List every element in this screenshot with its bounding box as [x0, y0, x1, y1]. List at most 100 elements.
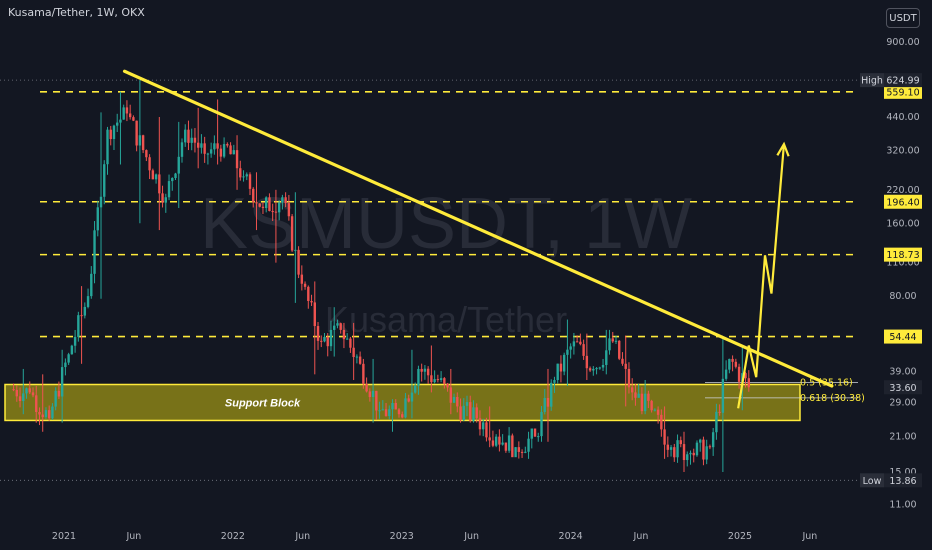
candle-body[interactable] — [358, 356, 362, 364]
candle-body[interactable] — [38, 411, 41, 415]
candle-body[interactable] — [381, 409, 384, 411]
candle-body[interactable] — [426, 368, 430, 376]
candle-body[interactable] — [310, 300, 313, 303]
candle-body[interactable] — [190, 137, 193, 143]
candle-body[interactable] — [239, 168, 242, 178]
candle-body[interactable] — [721, 378, 725, 413]
candle-body[interactable] — [391, 402, 394, 410]
price-axis[interactable]: 900.00 440.00 320.00 220.00 160.00 110.00 80.0… — [860, 37, 922, 511]
candle-body[interactable] — [430, 375, 433, 383]
candle-body[interactable] — [410, 392, 414, 402]
candle-body[interactable] — [25, 388, 28, 394]
candle-body[interactable] — [99, 196, 103, 208]
candle-body[interactable] — [456, 396, 459, 407]
candle-body[interactable] — [420, 368, 423, 372]
candle-body[interactable] — [51, 406, 54, 419]
candle-body[interactable] — [252, 188, 255, 203]
candle-body[interactable] — [653, 409, 657, 411]
candle-body[interactable] — [507, 435, 511, 451]
candle-body[interactable] — [271, 211, 274, 213]
candle-body[interactable] — [274, 211, 278, 213]
candle-body[interactable] — [171, 178, 174, 182]
candle-body[interactable] — [462, 405, 465, 421]
candle-body[interactable] — [323, 336, 326, 342]
candle-body[interactable] — [248, 174, 252, 189]
candle-body[interactable] — [443, 378, 446, 384]
candle-body[interactable] — [213, 143, 216, 150]
candle-body[interactable] — [284, 197, 287, 204]
candle-body[interactable] — [634, 392, 637, 398]
candle-body[interactable] — [608, 338, 611, 351]
candle-body[interactable] — [614, 340, 618, 342]
candle-body[interactable] — [475, 407, 478, 419]
candle-body[interactable] — [349, 338, 352, 348]
candle-body[interactable] — [47, 410, 51, 419]
candle-body[interactable] — [692, 452, 695, 456]
candle-body[interactable] — [562, 354, 566, 372]
candle-body[interactable] — [320, 340, 323, 342]
candle-body[interactable] — [595, 368, 598, 370]
candle-body[interactable] — [80, 315, 83, 317]
candle-body[interactable] — [660, 414, 663, 430]
candle-body[interactable] — [630, 387, 634, 393]
candle-body[interactable] — [514, 447, 517, 458]
candle-body[interactable] — [478, 418, 482, 430]
candle-body[interactable] — [404, 398, 407, 418]
projection-path[interactable] — [737, 143, 786, 409]
candle-body[interactable] — [216, 143, 219, 149]
candle-body[interactable] — [90, 273, 93, 297]
candle-body[interactable] — [326, 336, 329, 347]
candle-body[interactable] — [281, 197, 284, 203]
candle-body[interactable] — [229, 145, 232, 155]
candle-body[interactable] — [663, 429, 666, 445]
candle-body[interactable] — [226, 144, 229, 146]
candle-body[interactable] — [158, 174, 161, 194]
candle-body[interactable] — [54, 390, 57, 407]
candle-body[interactable] — [618, 340, 621, 359]
candle-body[interactable] — [498, 436, 501, 445]
candle-body[interactable] — [345, 338, 349, 340]
candle-body[interactable] — [397, 409, 401, 415]
candle-body[interactable] — [125, 107, 129, 114]
candle-body[interactable] — [164, 197, 167, 203]
candle-body[interactable] — [109, 129, 112, 140]
candle-body[interactable] — [588, 368, 592, 371]
candle-body[interactable] — [482, 422, 485, 430]
candle-body[interactable] — [148, 157, 151, 171]
candle-body[interactable] — [116, 122, 119, 126]
candle-body[interactable] — [401, 414, 404, 418]
candle-body[interactable] — [472, 407, 475, 421]
candle-body[interactable] — [485, 422, 488, 438]
candle-body[interactable] — [384, 409, 388, 417]
candle-body[interactable] — [643, 393, 647, 412]
candle-body[interactable] — [465, 402, 469, 406]
candle-body[interactable] — [242, 176, 245, 178]
candle-body[interactable] — [433, 379, 436, 383]
candle-body[interactable] — [711, 432, 715, 448]
candle-body[interactable] — [333, 325, 336, 330]
candle-body[interactable] — [255, 202, 258, 204]
candle-body[interactable] — [83, 306, 87, 316]
candle-body[interactable] — [469, 402, 472, 421]
candle-body[interactable] — [145, 150, 148, 158]
candle-body[interactable] — [15, 389, 19, 397]
candle-body[interactable] — [718, 411, 721, 413]
candle-body[interactable] — [582, 344, 585, 356]
candle-body[interactable] — [559, 363, 563, 372]
candle-body[interactable] — [336, 323, 339, 326]
candle-body[interactable] — [728, 358, 731, 370]
candle-body[interactable] — [452, 396, 456, 403]
candle-body[interactable] — [232, 150, 236, 155]
candle-body[interactable] — [300, 274, 304, 284]
candle-body[interactable] — [737, 366, 741, 382]
time-axis[interactable]: 2021 Jun 2022 Jun 2023 Jun 2024 Jun 2025 Jun — [52, 531, 817, 542]
candle-body[interactable] — [132, 117, 135, 121]
candle-body[interactable] — [413, 385, 417, 393]
candle-body[interactable] — [650, 400, 653, 411]
candle-body[interactable] — [417, 368, 420, 386]
candle-body[interactable] — [177, 156, 180, 174]
candle-body[interactable] — [530, 428, 533, 439]
candle-body[interactable] — [57, 390, 61, 397]
candle-body[interactable] — [656, 409, 660, 415]
